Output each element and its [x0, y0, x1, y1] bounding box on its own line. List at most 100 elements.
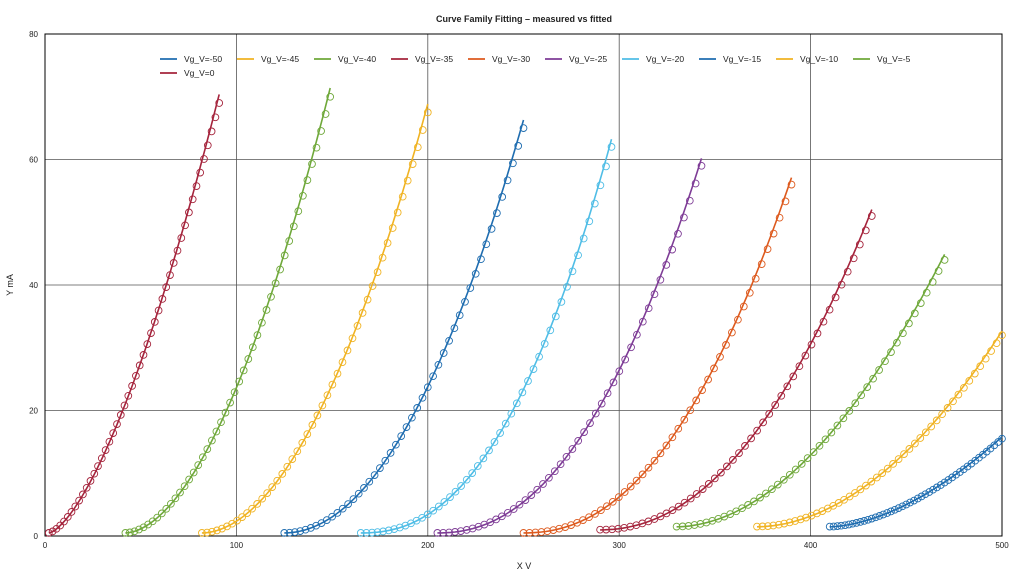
measured-point	[166, 271, 174, 279]
measured-point	[614, 493, 623, 501]
measured-point	[905, 445, 914, 453]
measured-point	[925, 488, 934, 496]
measured-point	[591, 409, 600, 418]
measured-point	[662, 441, 671, 450]
measured-point	[549, 526, 558, 534]
measured-point	[751, 274, 760, 283]
measured-point	[521, 496, 530, 504]
measured-point	[568, 267, 577, 276]
measured-point	[574, 251, 582, 260]
measured-point	[306, 524, 315, 532]
measured-point	[921, 490, 930, 499]
legend-label: Vg_V=-20	[646, 54, 684, 64]
measured-point	[837, 280, 846, 289]
measured-point	[662, 261, 671, 269]
legend-label: Vg_V=-25	[569, 54, 607, 64]
measured-point	[638, 317, 647, 326]
measured-point	[519, 124, 528, 132]
legend-label: Vg_V=-15	[723, 54, 761, 64]
measured-point	[139, 523, 148, 532]
measured-point	[188, 195, 197, 204]
measured-point	[691, 179, 700, 188]
measured-point	[813, 329, 822, 338]
measured-point	[90, 469, 99, 478]
measured-point	[344, 500, 352, 508]
x-axis-label: X V	[517, 561, 532, 571]
measured-point	[207, 127, 216, 136]
measured-point	[927, 422, 936, 431]
measured-point	[747, 434, 755, 443]
measured-point	[398, 192, 407, 201]
measured-point	[326, 92, 335, 101]
fitted-line	[201, 103, 429, 534]
measured-point	[268, 483, 277, 491]
measured-point	[789, 372, 798, 381]
measured-point	[580, 428, 588, 436]
measured-point	[113, 420, 121, 428]
measured-point	[650, 456, 659, 465]
measured-point	[496, 429, 504, 437]
measured-point	[686, 494, 695, 503]
measured-point	[379, 527, 387, 536]
measured-point	[392, 440, 400, 449]
measured-point	[171, 494, 180, 503]
measured-point	[328, 512, 336, 521]
measured-point	[148, 517, 157, 526]
measured-point	[609, 378, 618, 387]
measured-point	[94, 462, 102, 470]
legend-label: Vg_V=-5	[877, 54, 911, 64]
measured-point	[867, 477, 876, 486]
measured-point	[48, 527, 57, 536]
tick-labels: 0 100 200 300 400 500 0 20 40 60 80	[29, 30, 1009, 550]
x-tick-label: 0	[43, 541, 48, 550]
measured-point	[169, 259, 178, 267]
measured-point	[698, 485, 707, 493]
measured-point	[981, 354, 990, 363]
measured-point	[253, 500, 262, 508]
measured-point	[674, 502, 683, 511]
measured-point	[471, 269, 480, 278]
measured-point	[217, 418, 225, 427]
measured-point	[735, 449, 743, 457]
legend-label: Vg_V=-35	[415, 54, 453, 64]
measured-point	[768, 485, 776, 494]
measured-point	[271, 279, 280, 288]
measured-point	[376, 464, 384, 472]
legend-label: Vg_V=0	[184, 68, 215, 78]
measured-point	[429, 372, 437, 381]
measured-point	[531, 528, 540, 537]
measured-point	[446, 493, 454, 501]
measured-point	[378, 253, 387, 262]
measured-point	[921, 428, 930, 437]
measured-point	[779, 475, 788, 484]
measured-point	[312, 143, 321, 152]
measured-point	[462, 526, 471, 534]
measured-point	[413, 404, 422, 412]
measured-point	[596, 525, 604, 534]
measured-point	[273, 476, 282, 485]
measured-point	[656, 275, 665, 284]
legend-label: Vg_V=-10	[800, 54, 838, 64]
measured-point	[910, 309, 919, 318]
measured-point	[887, 507, 895, 516]
measured-point	[568, 445, 577, 453]
measured-point	[887, 348, 895, 356]
measured-point	[608, 497, 617, 506]
measured-point	[356, 529, 365, 537]
measured-point	[185, 208, 193, 217]
measured-point	[258, 494, 267, 503]
measured-point	[181, 221, 189, 230]
measured-point	[338, 358, 347, 367]
measured-point	[423, 108, 432, 117]
measured-point	[135, 525, 143, 534]
measured-point	[450, 324, 459, 333]
measured-point	[734, 315, 742, 324]
measured-point	[976, 362, 985, 371]
measured-point	[128, 382, 136, 390]
measured-point	[739, 302, 748, 311]
measured-point	[545, 473, 553, 482]
measured-point	[353, 321, 362, 330]
measured-point	[764, 522, 772, 530]
measured-point	[299, 191, 307, 200]
